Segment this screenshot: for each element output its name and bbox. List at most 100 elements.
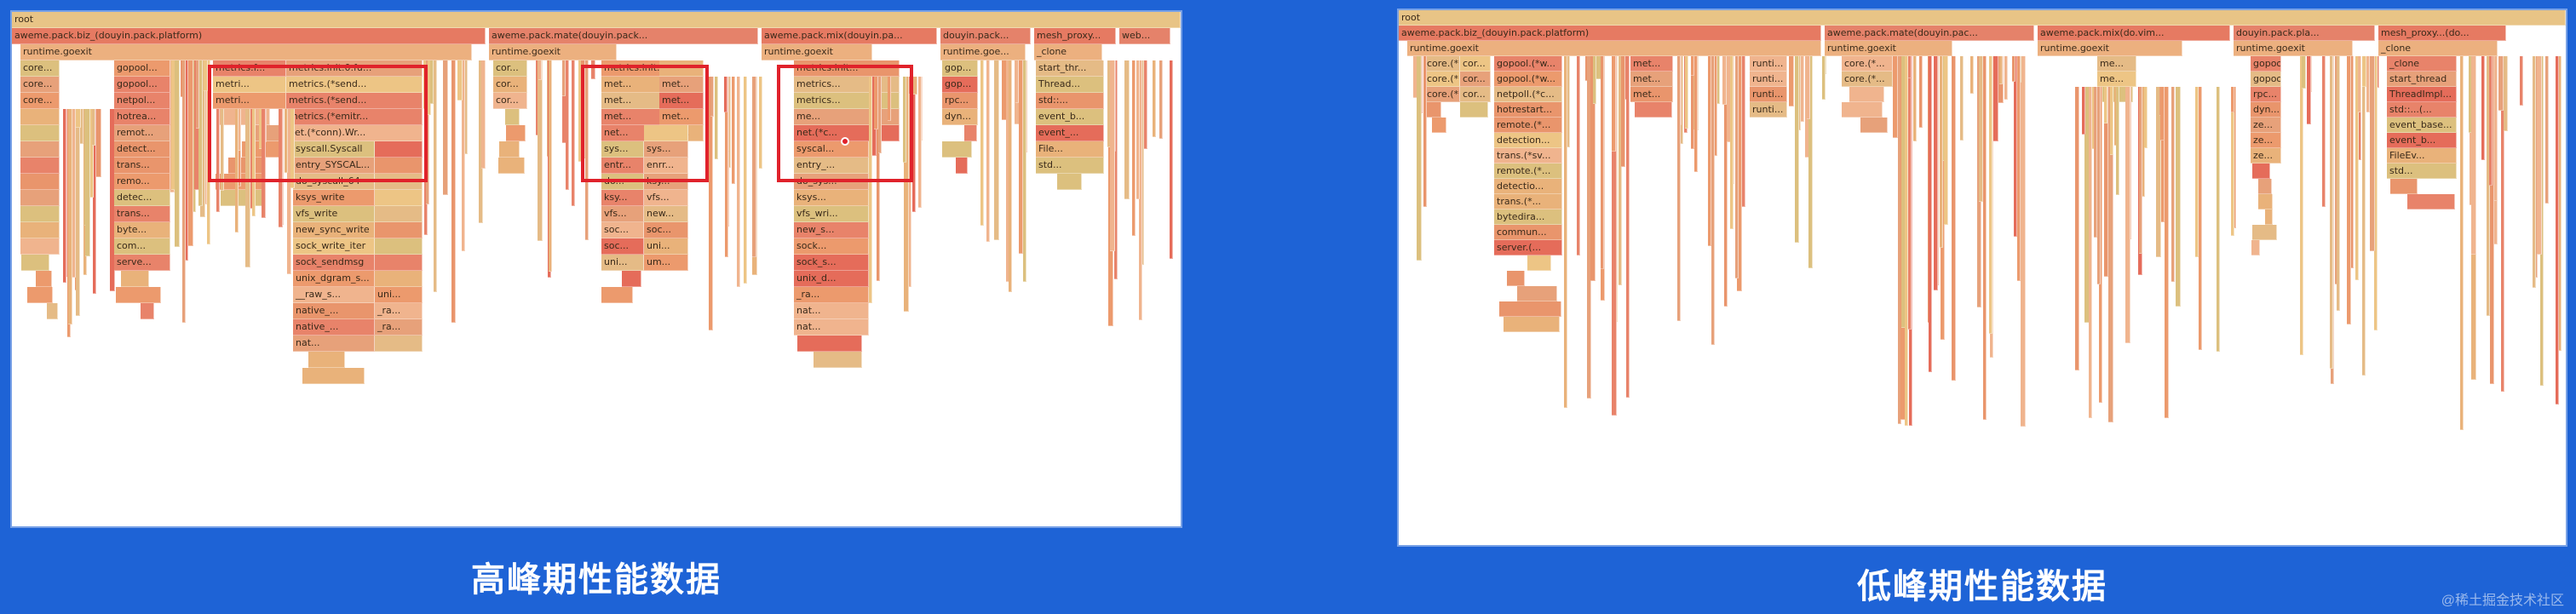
flame-spike[interactable] — [878, 77, 883, 154]
flame-spike[interactable] — [2164, 87, 2169, 419]
frame-c7[interactable] — [2252, 225, 2278, 240]
frame-under2[interactable]: vfs... — [601, 206, 644, 222]
frame-level2[interactable]: runtime.goexit — [1825, 41, 1952, 56]
flame-spike[interactable] — [1893, 56, 1899, 139]
frame-box1[interactable]: metri... — [213, 93, 286, 109]
flame-spike[interactable] — [1998, 56, 2003, 85]
flame-spike[interactable] — [1907, 56, 1912, 330]
flame-spike[interactable] — [220, 109, 224, 192]
frame-c3[interactable]: met... — [1630, 56, 1673, 72]
flame-spike[interactable] — [2107, 87, 2113, 423]
frame-c6[interactable]: me... — [2097, 56, 2136, 72]
flame-spike[interactable] — [195, 60, 199, 129]
flame-spike[interactable] — [1153, 60, 1157, 138]
flame-spike[interactable] — [1821, 56, 1826, 100]
frame-under1b[interactable]: uni... — [375, 287, 423, 303]
frame-c8[interactable]: _clone — [2387, 56, 2457, 72]
frame-c7[interactable]: dyn... — [2251, 102, 2281, 118]
flame-spike[interactable] — [251, 109, 256, 217]
frame-c5[interactable] — [1860, 118, 1889, 133]
flame-spike[interactable] — [2370, 56, 2376, 251]
flame-spike[interactable] — [451, 60, 456, 324]
frame-c5[interactable] — [1842, 102, 1883, 118]
frame-c5[interactable]: core.(*... — [1842, 56, 1893, 72]
flame-spike[interactable] — [2082, 87, 2086, 135]
frame-level2[interactable]: runtime.goexit — [762, 44, 872, 60]
flame-spike[interactable] — [464, 60, 469, 154]
frame-under2[interactable] — [601, 287, 634, 303]
frame-box1b[interactable]: metrics.(*emitr... — [286, 109, 423, 125]
frame-c1[interactable] — [20, 174, 60, 190]
frame-under1[interactable]: native_... — [293, 319, 375, 336]
frame-under1[interactable]: new_sync_write — [293, 222, 375, 238]
flame-spike[interactable] — [90, 109, 95, 198]
frame-c7[interactable]: gopool... — [2251, 56, 2281, 72]
frame-box2b[interactable]: met... — [659, 109, 704, 125]
frame-c4[interactable]: runti... — [1750, 72, 1787, 87]
frame-c2[interactable] — [115, 287, 161, 303]
frame-under3[interactable] — [813, 352, 863, 368]
flame-spike[interactable] — [462, 60, 466, 252]
flame-spike[interactable] — [2362, 56, 2366, 376]
flame-spike[interactable] — [1109, 60, 1115, 251]
flame-spike[interactable] — [708, 77, 713, 330]
flame-spike[interactable] — [1601, 56, 1605, 270]
frame-c2[interactable]: trans... — [114, 206, 170, 222]
frame-c8[interactable]: event_b... — [2387, 133, 2457, 148]
frame-under1[interactable]: syscall.Syscall — [293, 141, 375, 158]
frame-under2[interactable]: soc... — [601, 222, 644, 238]
frame-c2[interactable]: gopool... — [114, 60, 170, 77]
flame-spike[interactable] — [2171, 87, 2176, 282]
flame-spike[interactable] — [1124, 60, 1130, 200]
flame-spike[interactable] — [2545, 56, 2550, 204]
flame-spike[interactable] — [1808, 56, 1813, 269]
frame-under2b[interactable]: uni... — [644, 238, 688, 255]
flame-spike[interactable] — [1928, 56, 1932, 372]
frame-under2[interactable]: ksy... — [601, 190, 644, 206]
frame-c2[interactable] — [1499, 301, 1561, 317]
flame-spike[interactable] — [2519, 56, 2523, 106]
frame-c4[interactable]: rpc... — [942, 93, 978, 109]
frame-under1b[interactable]: _ra... — [375, 303, 423, 319]
frame-c4[interactable] — [964, 125, 978, 141]
flame-spike[interactable] — [1159, 60, 1163, 140]
flame-spike[interactable] — [758, 77, 762, 169]
frame-box2[interactable]: met... — [601, 109, 661, 125]
frame-c5[interactable]: Thread... — [1036, 77, 1104, 93]
flame-spike[interactable] — [92, 109, 96, 146]
flame-spike[interactable] — [1586, 56, 1591, 399]
flame-spike[interactable] — [2471, 56, 2477, 255]
flame-spike[interactable] — [2125, 87, 2130, 343]
flame-spike[interactable] — [2481, 56, 2486, 160]
flame-spike[interactable] — [1677, 56, 1682, 321]
flame-spike[interactable] — [2004, 56, 2008, 100]
flame-spike[interactable] — [1577, 56, 1581, 256]
frame-c7[interactable]: rpc... — [2251, 87, 2281, 102]
flame-spike[interactable] — [261, 109, 266, 219]
frame-c2[interactable]: commun... — [1494, 225, 1562, 240]
frame-box1[interactable] — [217, 109, 270, 125]
flame-spike[interactable] — [434, 60, 438, 293]
flame-spike[interactable] — [2468, 56, 2472, 133]
flame-spike[interactable] — [2011, 56, 2015, 82]
frame-c4[interactable]: dyn... — [942, 109, 978, 125]
frame-c7[interactable]: ze... — [2251, 148, 2281, 164]
frame-root[interactable]: root — [1399, 10, 2566, 26]
frame-level2[interactable]: _clone — [2378, 41, 2498, 56]
frame-c8[interactable]: event_base... — [2387, 118, 2457, 133]
flame-spike[interactable] — [79, 109, 83, 144]
flame-spike[interactable] — [2176, 87, 2182, 307]
frame-under3[interactable]: _ra... — [794, 287, 869, 303]
frame-c2[interactable]: netpoll.(*c... — [1494, 87, 1562, 102]
frame-c1[interactable] — [46, 303, 58, 319]
flame-spike[interactable] — [181, 60, 186, 323]
frame-level1[interactable]: aweme.pack.mate(douyin.pac... — [1825, 26, 2034, 41]
flame-spike[interactable] — [1114, 60, 1118, 280]
flame-spike[interactable] — [2089, 87, 2093, 418]
flame-spike[interactable] — [2361, 56, 2366, 88]
flame-spike[interactable] — [2346, 56, 2351, 324]
frame-level2[interactable]: _clone — [1034, 44, 1102, 60]
frame-c5[interactable] — [1056, 174, 1083, 190]
frame-level1[interactable]: douyin.pack.pla... — [2234, 26, 2375, 41]
frame-c7[interactable] — [2257, 179, 2272, 194]
